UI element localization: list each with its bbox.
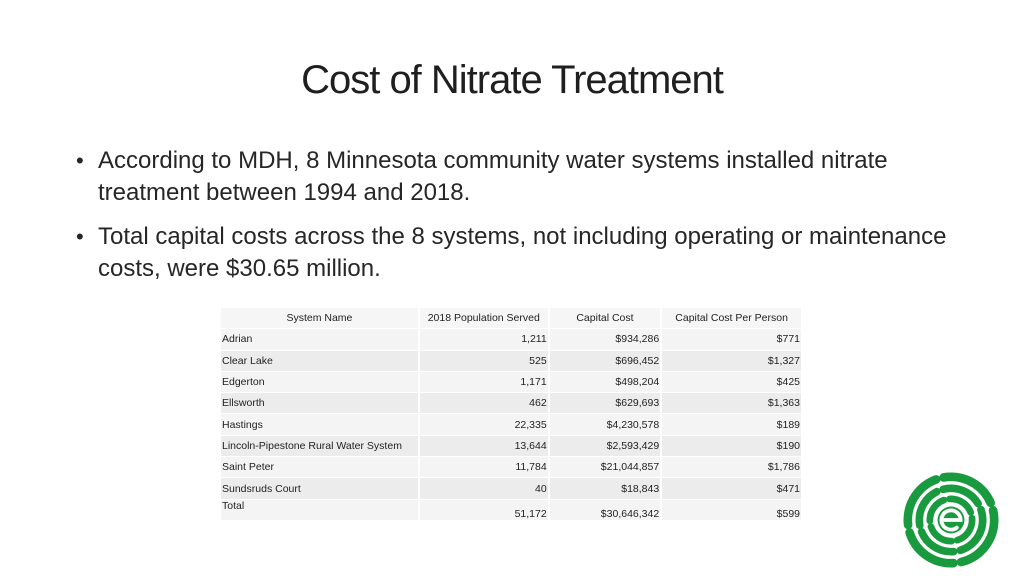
bullet-list: • According to MDH, 8 Minnesota communit… xyxy=(76,145,956,297)
population-cell: 462 xyxy=(418,392,550,415)
population-cell: 13,644 xyxy=(418,435,550,458)
table-row: Edgerton 1,171 $498,204 $425 xyxy=(221,371,803,394)
population-cell: 1,211 xyxy=(418,328,550,351)
column-header: Capital Cost xyxy=(548,308,663,330)
column-header: System Name xyxy=(221,308,420,330)
system-name-cell: Lincoln-Pipestone Rural Water System xyxy=(221,435,420,458)
cost-per-person-cell: $1,786 xyxy=(661,456,803,479)
capital-cost-cell: $2,593,429 xyxy=(548,435,663,458)
capital-cost-cell: $629,693 xyxy=(548,392,663,415)
cost-table: System Name 2018 Population Served Capit… xyxy=(221,308,803,521)
population-cell: 525 xyxy=(418,350,550,372)
capital-cost-cell: $18,843 xyxy=(548,477,663,500)
table-row: Saint Peter 11,784 $21,044,857 $1,786 xyxy=(221,456,803,479)
column-header: 2018 Population Served xyxy=(418,308,550,330)
cost-per-person-cell: $1,363 xyxy=(661,392,803,415)
table-row: Lincoln-Pipestone Rural Water System 13,… xyxy=(221,435,803,458)
table-header-row: System Name 2018 Population Served Capit… xyxy=(221,308,803,330)
cost-per-person-cell: $425 xyxy=(661,371,803,394)
population-cell: 1,171 xyxy=(418,371,550,394)
page-title: Cost of Nitrate Treatment xyxy=(301,58,724,102)
column-header: Capital Cost Per Person xyxy=(661,308,803,330)
table-row: Hastings 22,335 $4,230,578 $189 xyxy=(221,413,803,436)
cost-per-person-cell: $1,327 xyxy=(661,350,803,372)
cost-per-person-cell: $771 xyxy=(661,328,803,351)
system-name-cell: Hastings xyxy=(221,413,420,436)
population-cell: 11,784 xyxy=(418,456,550,479)
capital-cost-cell: $4,230,578 xyxy=(548,413,663,436)
table-row: Sundsruds Court 40 $18,843 $471 xyxy=(221,477,803,500)
system-name-cell: Adrian xyxy=(221,328,420,351)
table-row: Ellsworth 462 $629,693 $1,363 xyxy=(221,392,803,415)
bullet-marker: • xyxy=(76,148,84,173)
bullet-item: • Total capital costs across the 8 syste… xyxy=(76,221,956,285)
population-cell: 51,172 xyxy=(418,499,550,521)
cost-per-person-cell: $189 xyxy=(661,413,803,436)
system-name-cell: Ellsworth xyxy=(221,392,420,415)
population-cell: 22,335 xyxy=(418,413,550,436)
cost-per-person-cell: $190 xyxy=(661,435,803,458)
system-name-cell: Clear Lake xyxy=(221,350,420,372)
table-total-row: Total 51,172 $30,646,342 $599 xyxy=(221,499,803,521)
system-name-cell: Saint Peter xyxy=(221,456,420,479)
capital-cost-cell: $21,044,857 xyxy=(548,456,663,479)
capital-cost-cell: $498,204 xyxy=(548,371,663,394)
system-name-cell: Edgerton xyxy=(221,371,420,394)
system-name-cell: Sundsruds Court xyxy=(221,477,420,500)
cost-per-person-cell: $471 xyxy=(661,477,803,500)
cost-per-person-cell: $599 xyxy=(661,499,803,521)
capital-cost-cell: $30,646,342 xyxy=(548,499,663,521)
bullet-item: • According to MDH, 8 Minnesota communit… xyxy=(76,145,956,209)
e-circle-logo-icon xyxy=(903,472,999,568)
bullet-text: According to MDH, 8 Minnesota community … xyxy=(98,147,888,206)
capital-cost-cell: $934,286 xyxy=(548,328,663,351)
bullet-marker: • xyxy=(76,224,84,249)
table-row: Clear Lake 525 $696,452 $1,327 xyxy=(221,350,803,372)
capital-cost-cell: $696,452 xyxy=(548,350,663,372)
table-row: Adrian 1,211 $934,286 $771 xyxy=(221,328,803,351)
population-cell: 40 xyxy=(418,477,550,500)
bullet-text: Total capital costs across the 8 systems… xyxy=(98,223,947,282)
system-name-cell: Total xyxy=(221,499,420,521)
